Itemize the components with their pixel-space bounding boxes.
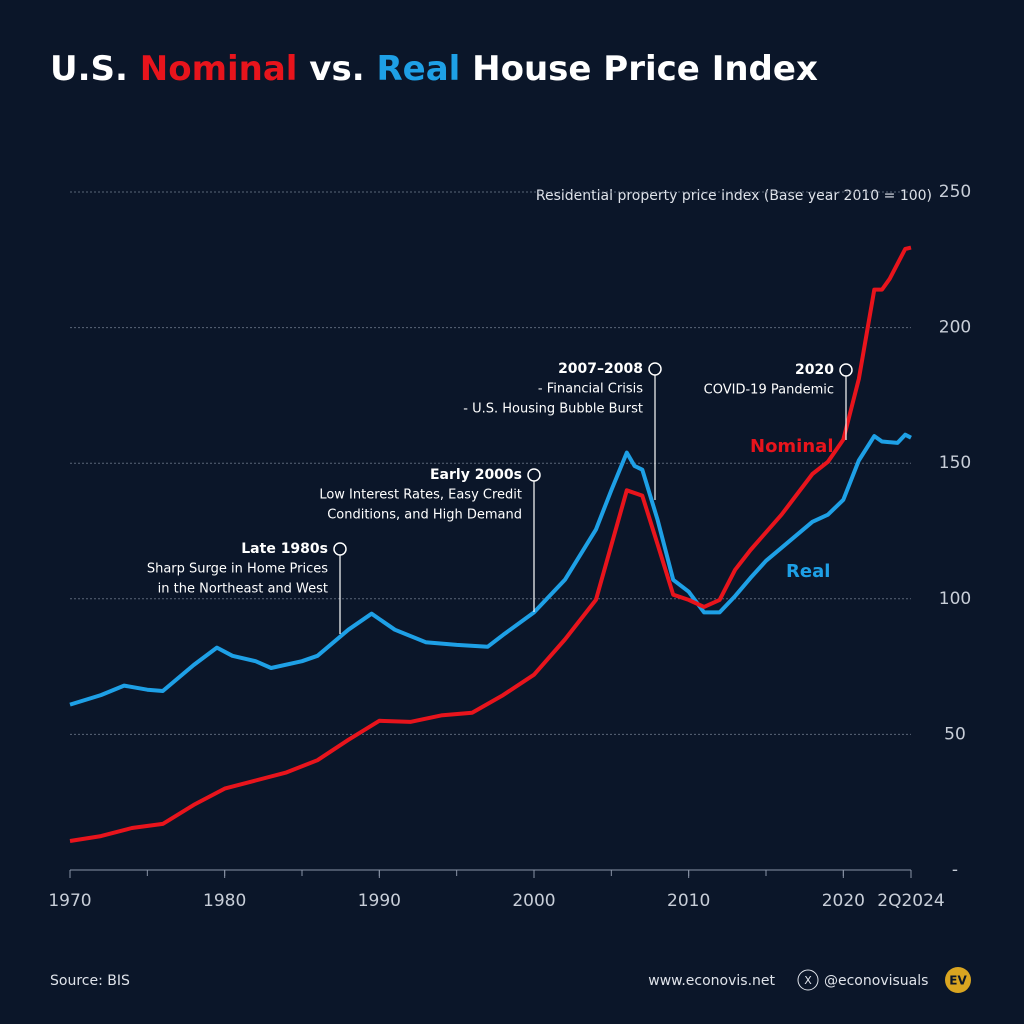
title-part: U.S. <box>50 49 140 89</box>
logo: EV <box>949 974 967 988</box>
annotation-title: Late 1980s <box>241 541 328 557</box>
y-tick-label: - <box>952 860 958 880</box>
title-part: Real <box>376 49 460 89</box>
series-label: Real <box>786 561 830 582</box>
y-tick-label: 250 <box>939 182 971 202</box>
x-tick-label: 1970 <box>48 891 91 911</box>
y-tick-label: 200 <box>939 318 971 338</box>
x-tick-label: 2Q2024 <box>877 891 944 911</box>
x-icon <box>797 969 819 991</box>
x-tick-label: 1980 <box>203 891 246 911</box>
x-tick-label: 2020 <box>822 891 865 911</box>
annotation-text: Conditions, and High Demand <box>327 508 522 523</box>
logo-badge <box>945 967 971 993</box>
annotation-text: - Financial Crisis <box>538 382 643 397</box>
x-tick-label: 2010 <box>667 891 710 911</box>
annotation-title: 2020 <box>795 362 834 378</box>
title-part: vs. <box>297 49 376 89</box>
y-tick-label: 50 <box>944 724 966 744</box>
annotation-text: - U.S. Housing Bubble Burst <box>463 402 643 417</box>
x-tick-label: 2000 <box>512 891 555 911</box>
annotation-marker <box>648 362 662 376</box>
x-tick-label: 1990 <box>358 891 401 911</box>
handle: @econovisuals <box>824 973 928 989</box>
annotation-marker <box>527 468 541 482</box>
website: www.econovis.net <box>648 973 775 989</box>
annotation-marker <box>839 363 853 377</box>
annotation-title: 2007–2008 <box>558 361 643 377</box>
source: Source: BIS <box>50 973 130 989</box>
y-tick-label: 100 <box>939 589 971 609</box>
chart-title: U.S. Nominal vs. Real House Price Index <box>50 49 818 89</box>
y-tick-label: 150 <box>939 453 971 473</box>
annotation-marker <box>333 542 347 556</box>
series-label: Nominal <box>750 436 834 457</box>
annotation-text: in the Northeast and West <box>158 582 328 597</box>
x-icon-glyph: X <box>804 974 812 987</box>
y-axis-label: Residential property price index (Base y… <box>536 188 932 204</box>
annotation-text: Sharp Surge in Home Prices <box>147 562 328 577</box>
title-part: Nominal <box>140 49 298 89</box>
annotation-text: COVID-19 Pandemic <box>704 383 834 398</box>
annotation-title: Early 2000s <box>430 467 522 483</box>
title-part: House Price Index <box>460 49 818 89</box>
series-line <box>69 432 912 707</box>
annotation-text: Low Interest Rates, Easy Credit <box>319 488 522 503</box>
series-line <box>69 245 912 843</box>
